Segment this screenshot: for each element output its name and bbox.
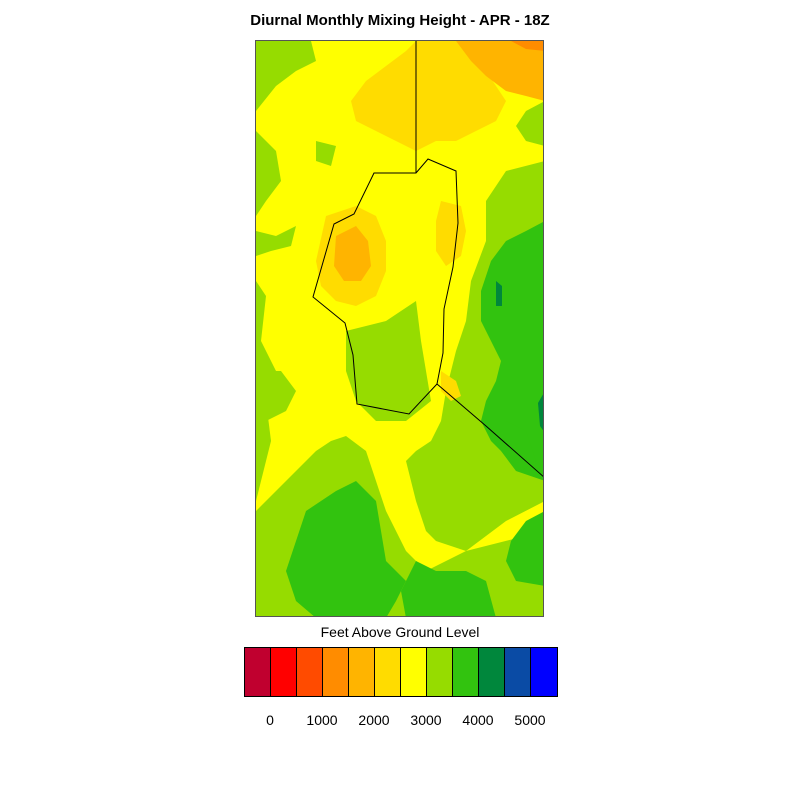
legend-tick-label: 5000 [514,712,546,728]
mixing-height-map [255,40,544,617]
legend-swatch [479,648,505,696]
boundary-southeast-line [436,383,543,477]
legend-swatch [349,648,375,696]
region-northeast-edge [516,102,543,146]
region-west-upper [256,41,316,111]
orange-yellow-regions [334,41,543,281]
legend-tick-label: 0 [266,712,274,728]
region-southwest-green [286,481,406,616]
region-west-left [256,131,281,216]
legend-swatch [323,648,349,696]
region-east-small-green [506,421,536,471]
legend-title: Feet Above Ground Level [320,624,480,640]
region-north-gold [351,41,506,151]
map-title: Diurnal Monthly Mixing Height - APR - 18… [250,12,550,29]
legend-swatch [401,648,427,696]
legend-swatch [505,648,531,696]
region-dark-spot-north [496,281,502,306]
region-center-column [346,301,431,421]
legend-swatch [453,648,479,696]
region-small-west [316,141,336,166]
region-corner-orange [511,41,543,51]
region-east-gold [436,201,466,266]
region-gold-small [441,371,461,401]
legend-swatch [297,648,323,696]
legend-tick-label: 4000 [462,712,494,728]
legend-tick-label: 2000 [358,712,390,728]
region-far-east-green [506,512,543,586]
color-legend-bar [244,647,558,697]
region-dark-spot-east [538,394,543,431]
region-left-midlower [256,371,296,421]
legend-swatch [245,648,271,696]
region-west-strip [256,226,296,256]
region-center-orange [334,226,371,281]
legend-swatch [531,648,557,696]
legend-swatch [427,648,453,696]
orange-regions [511,41,543,51]
region-south-green [401,561,496,616]
legend-swatch [271,648,297,696]
gold-regions [316,41,506,401]
region-northeast-orange [456,41,543,101]
dark-green-regions [496,281,543,431]
state-boundaries [312,41,543,477]
legend-swatch [375,648,401,696]
contour-map-svg [256,41,543,616]
legend-tick-label: 3000 [410,712,442,728]
legend-tick-label: 1000 [306,712,338,728]
